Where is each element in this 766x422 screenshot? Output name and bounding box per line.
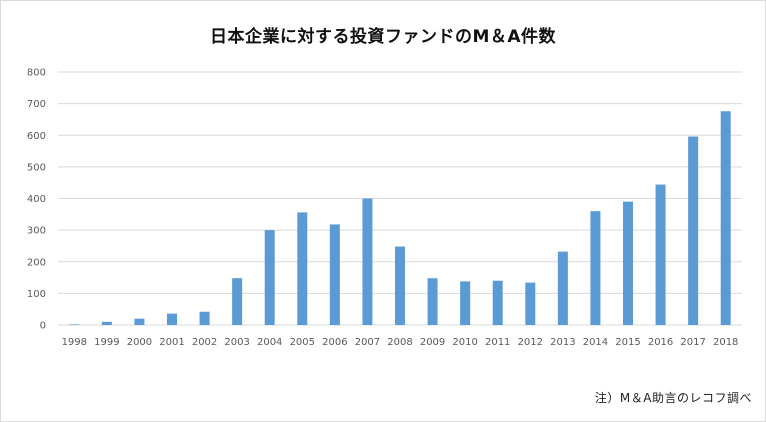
x-tick-label: 2002 [192,337,217,348]
x-tick-label: 2009 [420,337,445,348]
x-tick-label: 2010 [452,337,477,348]
bar-2009 [427,278,438,325]
x-tick-label: 2018 [713,337,738,348]
bar-2004 [264,230,275,326]
y-tick-label: 300 [27,226,46,237]
x-tick-label: 1998 [62,337,87,348]
y-tick-label: 100 [27,289,46,300]
bar-2002 [199,311,210,325]
bar-2007 [362,198,373,325]
bar-2010 [460,281,471,325]
bar-2000 [134,318,145,325]
bar-2017 [688,136,699,325]
x-tick-label: 2013 [550,337,575,348]
bar-2015 [623,201,633,325]
source-note: 注）M＆A助言のレコフ調べ [594,391,752,405]
y-tick-label: 200 [27,257,46,268]
bar-2003 [232,278,243,325]
bar-1999 [101,321,112,325]
bars [69,111,731,326]
bar-2006 [329,224,340,325]
x-tick-label: 2015 [615,337,640,348]
x-tick-label: 1999 [94,337,119,348]
y-tick-label: 800 [27,68,46,79]
x-axis-ticks: 1998 1999 2000 2001 2002 2003 2004 2005 2006 2007… [62,337,739,348]
x-tick-label: 2006 [322,337,347,348]
chart-title: 日本企業に対する投資ファンドのM＆A件数 [209,27,557,47]
bar-2012 [525,282,536,325]
y-tick-label: 0 [40,321,46,332]
bar-1998 [69,324,80,325]
bar-2018 [720,111,731,325]
bar-2005 [297,212,308,325]
x-tick-label: 2014 [583,337,608,348]
x-tick-label: 2011 [485,337,510,348]
bar-2001 [167,313,177,325]
bar-2011 [492,280,503,325]
x-tick-label: 2000 [127,337,152,348]
y-tick-label: 500 [27,162,46,173]
y-tick-label: 400 [27,194,46,205]
x-tick-label: 2012 [518,337,543,348]
bar-2008 [395,246,405,325]
x-tick-label: 2008 [387,337,412,348]
x-tick-label: 2003 [224,337,249,348]
bar-2016 [655,184,666,325]
x-tick-label: 2005 [290,337,315,348]
y-tick-label: 600 [27,131,46,142]
x-tick-label: 2017 [680,337,705,348]
x-tick-label: 2016 [648,337,673,348]
y-axis-ticks: 0 100 200 300 400 500 600 700 800 [27,68,46,332]
bar-2014 [590,211,601,325]
x-tick-label: 2007 [355,337,380,348]
bar-2013 [557,251,568,325]
x-tick-label: 2001 [159,337,184,348]
x-tick-label: 2004 [257,337,282,348]
y-tick-label: 700 [27,99,46,110]
